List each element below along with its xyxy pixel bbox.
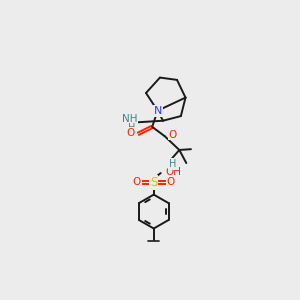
Text: H: H <box>169 159 176 169</box>
Text: H: H <box>128 123 136 134</box>
Text: O: O <box>133 177 141 187</box>
Text: S: S <box>150 176 158 189</box>
Text: O: O <box>169 130 177 140</box>
Text: N: N <box>153 106 162 116</box>
Text: O: O <box>126 128 134 138</box>
Text: NH: NH <box>122 114 137 124</box>
Text: OH: OH <box>165 167 182 176</box>
Text: O: O <box>167 177 175 187</box>
